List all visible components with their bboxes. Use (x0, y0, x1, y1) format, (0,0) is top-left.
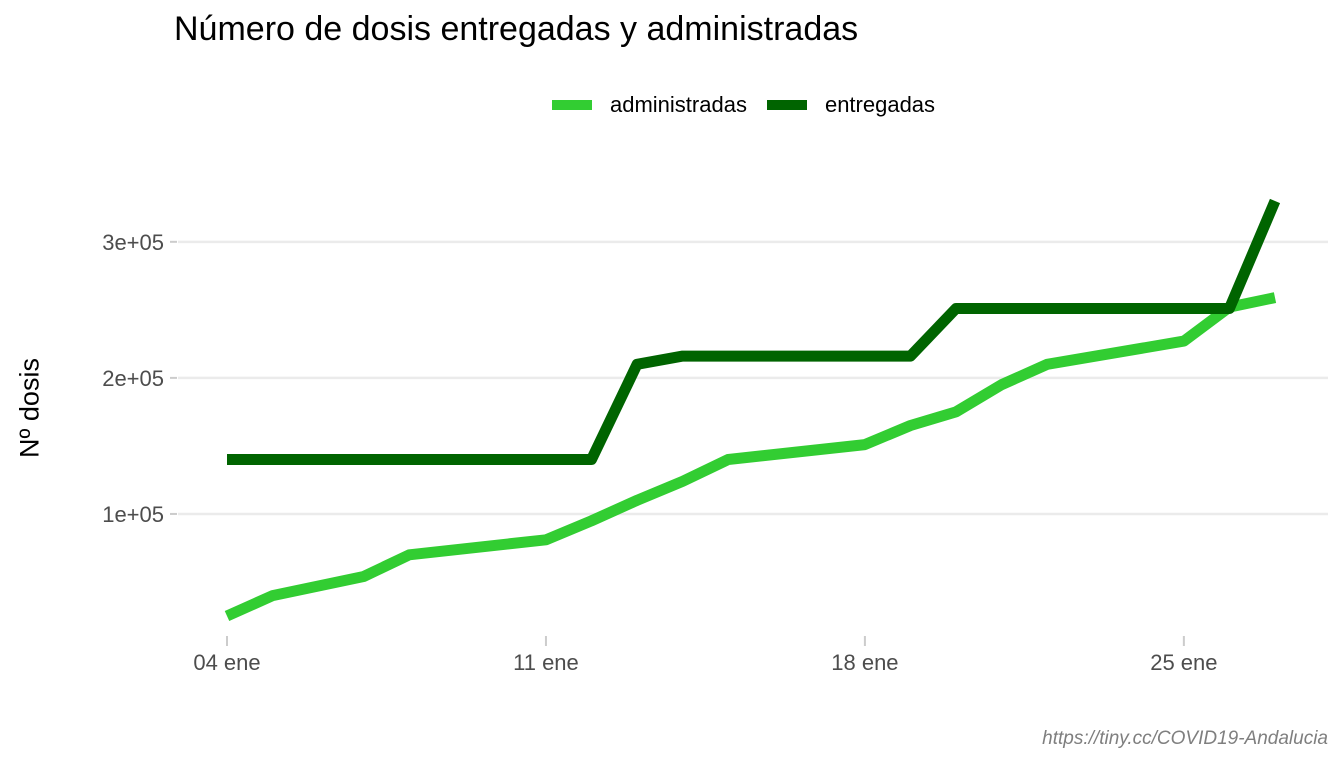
y-tick-label: 1e+05 (102, 502, 164, 527)
series-line-entregadas (227, 198, 1281, 465)
x-tick-label: 25 ene (1150, 650, 1217, 675)
series-lines (224, 198, 1281, 622)
y-tick-label: 2e+05 (102, 366, 164, 391)
x-tick-label: 11 ene (513, 650, 579, 675)
source-caption: https://tiny.cc/COVID19-Andalucia (1042, 728, 1328, 749)
legend-swatch-entregadas (766, 100, 807, 110)
legend-label-entregadas: entregadas (824, 92, 936, 117)
x-axis: 04 ene 11 ene 18 ene 25 ene (193, 636, 1218, 675)
legend-item-entregadas: entregadas (766, 92, 936, 118)
x-tick-label: 04 ene (193, 650, 260, 675)
series-line-administradas (224, 292, 1277, 622)
legend: administradas entregadas (552, 92, 955, 118)
x-tick-label: 18 ene (831, 650, 898, 675)
y-tick-label: 3e+05 (102, 230, 164, 255)
gridlines (178, 240, 1328, 516)
legend-swatch-administradas (552, 100, 592, 110)
chart-title: Número de dosis entregadas y administrad… (174, 10, 859, 48)
legend-item-administradas: administradas (552, 92, 747, 118)
y-axis: 1e+05 2e+05 3e+05 (102, 230, 177, 527)
legend-label-administradas: administradas (610, 92, 747, 117)
